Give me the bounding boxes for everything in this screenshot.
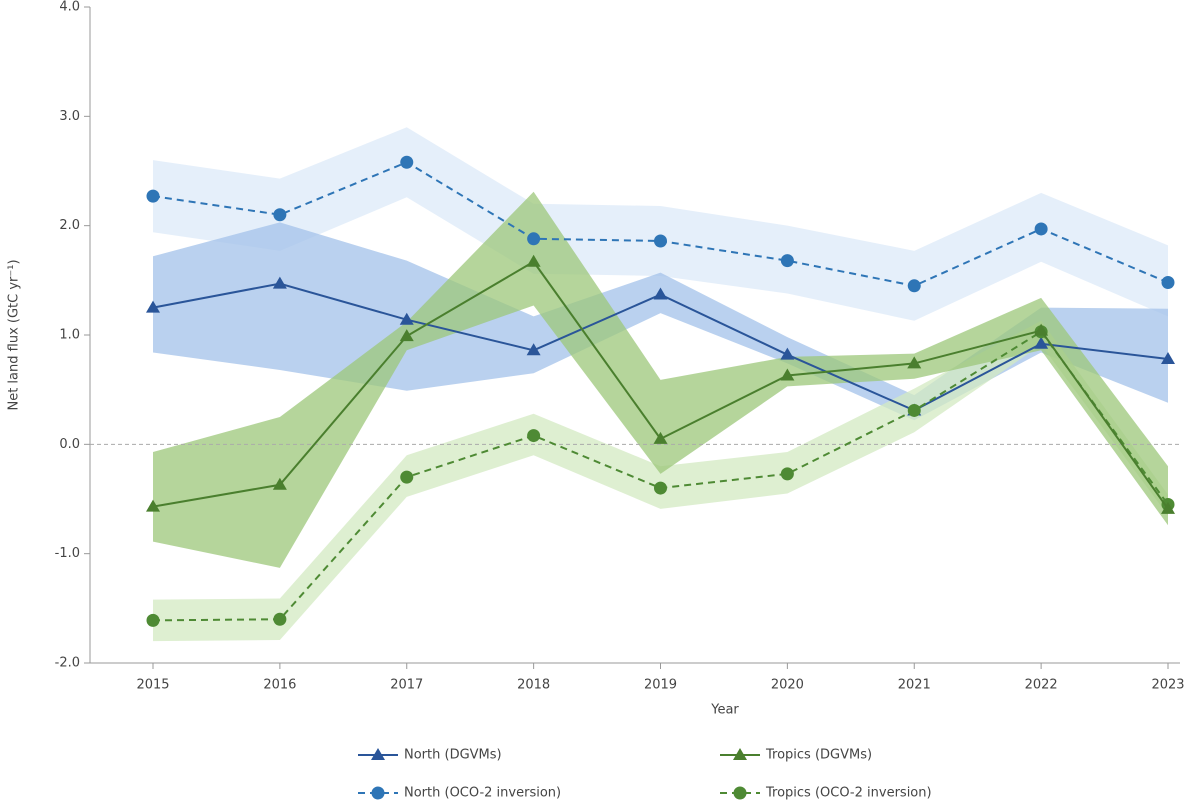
uncertainty-band xyxy=(153,127,1168,321)
uncertainty-band xyxy=(153,222,1168,421)
point xyxy=(654,481,667,495)
x-tick-label: 2018 xyxy=(517,678,550,693)
legend-marker xyxy=(733,786,747,800)
point xyxy=(780,254,794,268)
uncertainty-band xyxy=(153,191,1168,568)
point xyxy=(1034,336,1049,349)
y-tick-label: 3.0 xyxy=(59,109,80,124)
y-axis-label: Net land flux (GtC yr⁻¹) xyxy=(7,259,22,410)
x-tick-label: 2020 xyxy=(771,678,804,693)
point xyxy=(527,232,541,246)
point xyxy=(1161,501,1175,514)
point xyxy=(653,287,668,300)
point xyxy=(780,368,795,381)
x-tick-label: 2021 xyxy=(898,678,931,693)
point xyxy=(146,189,160,203)
legend-label: Tropics (DGVMs) xyxy=(765,748,872,763)
legend-label: North (OCO-2 inversion) xyxy=(404,786,561,801)
point xyxy=(527,429,541,443)
x-axis-label: Year xyxy=(710,703,739,718)
bands xyxy=(153,127,1168,642)
point xyxy=(273,612,287,626)
point xyxy=(1034,222,1048,236)
point xyxy=(146,499,160,512)
point xyxy=(400,155,414,169)
point xyxy=(1161,276,1175,290)
point xyxy=(907,403,921,417)
point xyxy=(272,477,287,490)
legend-label: Tropics (OCO-2 inversion) xyxy=(765,786,932,801)
point xyxy=(907,356,922,369)
legend-label: North (DGVMs) xyxy=(404,748,502,763)
point xyxy=(272,276,287,289)
y-tick-label: 4.0 xyxy=(59,0,80,15)
point xyxy=(907,279,921,293)
point xyxy=(526,343,541,356)
y-tick-label: 2.0 xyxy=(59,218,80,233)
point xyxy=(400,470,414,484)
x-tick-label: 2023 xyxy=(1151,678,1184,693)
point xyxy=(653,431,668,444)
x-tick-label: 2017 xyxy=(390,678,423,693)
point xyxy=(399,329,414,342)
point xyxy=(146,613,160,627)
x-tick-label: 2016 xyxy=(263,678,296,693)
y-tick-label: -2.0 xyxy=(55,656,80,671)
y-tick-label: 1.0 xyxy=(59,328,80,343)
point xyxy=(526,254,541,267)
point xyxy=(146,300,160,313)
uncertainty-band xyxy=(153,320,1168,642)
point xyxy=(780,467,794,481)
x-tick-label: 2022 xyxy=(1025,678,1058,693)
point xyxy=(780,347,795,360)
y-tick-label: 0.0 xyxy=(59,437,80,452)
point xyxy=(399,312,414,325)
legend-marker xyxy=(371,786,385,800)
x-tick-label: 2019 xyxy=(644,678,677,693)
legend-marker xyxy=(733,748,747,760)
legend-marker xyxy=(371,748,385,760)
point xyxy=(1034,323,1049,336)
point xyxy=(654,234,667,248)
y-tick-label: -1.0 xyxy=(55,546,80,561)
point xyxy=(1161,352,1175,365)
x-tick-label: 2015 xyxy=(136,678,169,693)
point xyxy=(273,208,287,222)
